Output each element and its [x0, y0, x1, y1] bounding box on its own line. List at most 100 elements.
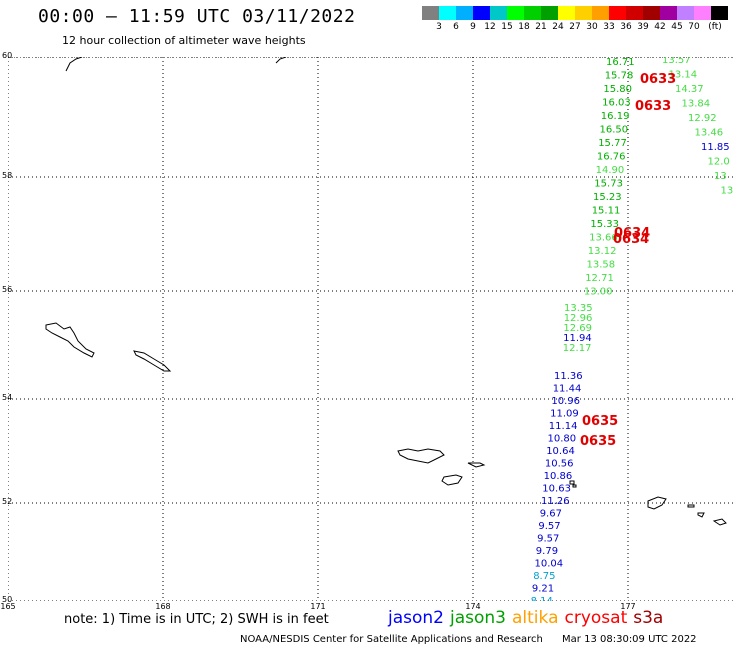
lat-label: 60 [2, 51, 13, 60]
colorbar-label: 70 [688, 22, 700, 32]
south-reading: 9.67 [540, 509, 562, 520]
colorbar-label: 21 [535, 22, 547, 32]
colorbar-label: 39 [637, 22, 649, 32]
northwest-reading: 12.71 [585, 273, 614, 284]
south-reading: 11.14 [549, 421, 578, 432]
lat-label: 56 [2, 285, 13, 294]
coastlines [45, 57, 727, 526]
northwest-reading: 16.03 [602, 98, 631, 109]
east-reading: 13.14 [669, 70, 698, 81]
colorbar-swatch [473, 6, 490, 20]
legend-jason2: jason2 [388, 608, 444, 628]
island-small-3 [572, 484, 577, 488]
south-reading: 10.63 [542, 484, 571, 495]
south-reading: 10.04 [535, 559, 564, 570]
east-reading: 12.0 [708, 157, 730, 168]
northwest-reading: 14.90 [596, 165, 625, 176]
south-reading: 8.75 [533, 571, 555, 582]
colorbar-swatch [711, 6, 728, 20]
colorbar-label: 42 [654, 22, 666, 32]
northwest-reading: 16.50 [600, 125, 629, 136]
pass-time: 0635 [582, 414, 618, 429]
island-attu [45, 322, 95, 358]
island-unalaska [647, 496, 667, 510]
map-subtitle: 12 hour collection of altimeter wave hei… [62, 34, 306, 47]
lon-label: 171 [310, 602, 326, 611]
lon-label: 177 [620, 602, 636, 611]
colorbar-label: 18 [518, 22, 530, 32]
colorbar-label: 45 [671, 22, 683, 32]
lon-label: 168 [155, 602, 171, 611]
colorbar-label: 9 [470, 22, 476, 32]
mid-reading: 12.69 [563, 323, 592, 334]
wave-height-colorbar [422, 6, 728, 20]
lat-label: 58 [2, 171, 13, 180]
south-reading: 10.86 [544, 471, 573, 482]
island-small-6 [712, 518, 727, 526]
colorbar-swatch [456, 6, 473, 20]
colorbar-swatch [558, 6, 575, 20]
colorbar-label: 3 [436, 22, 442, 32]
pass-time: 0635 [580, 434, 616, 449]
pass-time: 0634 [614, 226, 650, 241]
island-adak [397, 448, 445, 464]
northwest-reading: 16.71 [606, 57, 635, 68]
colorbar-swatch [524, 6, 541, 20]
satellite-legend: jason2 jason3 altika cryosat s3a [388, 608, 669, 628]
wave-height-labels: 16.71 15.78 15.80 16.03 16.19 16.50 15.77 16.76… [531, 57, 734, 601]
colorbar-label: 27 [569, 22, 581, 32]
colorbar-swatch [677, 6, 694, 20]
colorbar-swatch [422, 6, 439, 20]
colorbar-label: 24 [552, 22, 564, 32]
lat-label: 54 [2, 393, 13, 402]
south-reading: 9.57 [537, 534, 559, 545]
colorbar-label: 30 [586, 22, 598, 32]
south-reading: 8.14 [531, 596, 553, 601]
coast-north-2 [275, 57, 287, 64]
colorbar-swatch [439, 6, 456, 20]
east-reading: 13.57 [662, 57, 691, 66]
colorbar-label: (ft) [708, 22, 722, 32]
northwest-reading: 13.00 [584, 287, 613, 298]
northwest-reading: 15.11 [592, 206, 621, 217]
legend-altika: altika [512, 608, 559, 628]
east-reading: 13.84 [682, 99, 711, 110]
pass-time: 0633 [635, 99, 671, 114]
credit-line: NOAA/NESDIS Center for Satellite Applica… [240, 634, 697, 645]
colorbar-label: 15 [501, 22, 513, 32]
east-reading: 11.85 [701, 142, 730, 153]
northwest-reading: 15.73 [594, 179, 623, 190]
island-small-1 [467, 462, 486, 468]
south-reading: 11.44 [553, 384, 582, 395]
colorbar-label: 12 [484, 22, 496, 32]
south-reading: 11.36 [554, 371, 583, 382]
northwest-reading: 15.77 [598, 138, 627, 149]
northwest-reading: 15.80 [603, 84, 632, 95]
northwest-reading: 13.12 [588, 246, 617, 257]
lon-label: 174 [465, 602, 481, 611]
south-reading: 10.64 [546, 446, 575, 457]
south-reading: 11.26 [541, 496, 570, 507]
lat-label: 50 [2, 595, 13, 604]
colorbar-swatch [694, 6, 711, 20]
east-reading: 13 [721, 186, 734, 197]
east-reading: 14.37 [675, 84, 704, 95]
legend-jason3: jason3 [450, 608, 506, 628]
map-title: 00:00 – 11:59 UTC 03/11/2022 [38, 6, 356, 27]
northwest-reading: 16.19 [601, 111, 630, 122]
east-reading: 13.46 [695, 128, 724, 139]
lat-label: 52 [2, 497, 13, 506]
east-reading: 13 [714, 171, 727, 182]
lon-label: 165 [0, 602, 16, 611]
altimeter-map: 16.71 15.78 15.80 16.03 16.19 16.50 15.77 16.76… [8, 57, 734, 601]
south-reading: 9.57 [538, 521, 560, 532]
colorbar-swatch [660, 6, 677, 20]
south-reading: 9.79 [536, 546, 558, 557]
island-small-5 [697, 512, 705, 518]
colorbar-swatch [643, 6, 660, 20]
south-reading: 9.21 [532, 584, 554, 595]
legend-s3a: s3a [633, 608, 664, 628]
coast-north [65, 57, 83, 72]
pass-time: 0634 [613, 232, 649, 247]
